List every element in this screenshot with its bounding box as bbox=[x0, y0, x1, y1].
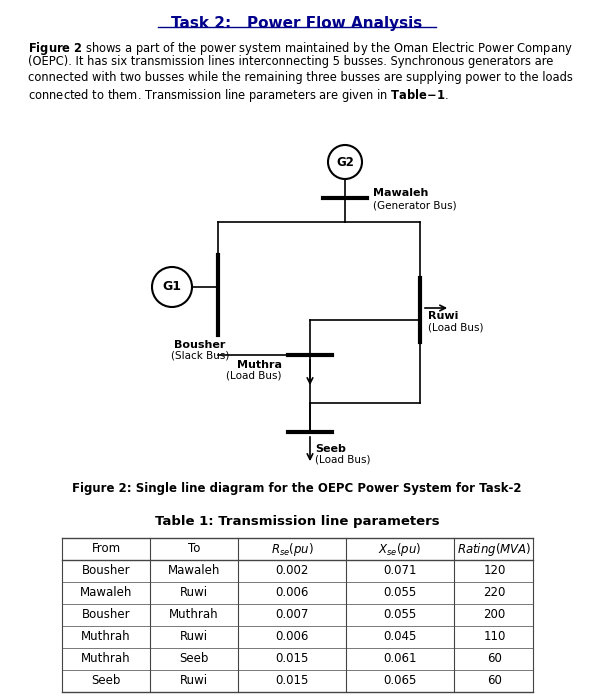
Text: 0.006: 0.006 bbox=[275, 587, 309, 599]
Text: 60: 60 bbox=[487, 675, 502, 687]
Text: 0.071: 0.071 bbox=[383, 564, 416, 578]
Text: Bousher: Bousher bbox=[174, 340, 226, 350]
Text: 0.065: 0.065 bbox=[383, 675, 416, 687]
Text: $Rating(MVA)$: $Rating(MVA)$ bbox=[457, 540, 532, 557]
Text: 0.015: 0.015 bbox=[275, 675, 309, 687]
Text: Seeb: Seeb bbox=[315, 444, 346, 454]
Text: From: From bbox=[92, 542, 121, 556]
Text: (Load Bus): (Load Bus) bbox=[315, 455, 371, 465]
Text: Seeb: Seeb bbox=[91, 675, 121, 687]
Text: $X_{se}(pu)$: $X_{se}(pu)$ bbox=[378, 540, 422, 557]
Text: Bousher: Bousher bbox=[82, 608, 130, 622]
Text: 0.007: 0.007 bbox=[275, 608, 309, 622]
Text: Muthra: Muthra bbox=[237, 360, 282, 370]
Text: Muthrah: Muthrah bbox=[81, 631, 131, 643]
Text: 0.045: 0.045 bbox=[383, 631, 416, 643]
Text: Muthrah: Muthrah bbox=[81, 652, 131, 666]
Text: G1: G1 bbox=[162, 281, 181, 293]
Text: G2: G2 bbox=[336, 155, 354, 169]
Text: (Load Bus): (Load Bus) bbox=[428, 323, 484, 333]
Text: Ruwi: Ruwi bbox=[180, 675, 208, 687]
Text: 0.055: 0.055 bbox=[383, 608, 416, 622]
Text: connected to them. Transmission line parameters are given in $\mathbf{Table\!-\!: connected to them. Transmission line par… bbox=[28, 87, 449, 104]
Text: (OEPC). It has six transmission lines interconnecting 5 busses. Synchronous gene: (OEPC). It has six transmission lines in… bbox=[28, 55, 553, 69]
Text: Muthrah: Muthrah bbox=[169, 608, 219, 622]
Text: Bousher: Bousher bbox=[82, 564, 130, 578]
Text: connected with two busses while the remaining three busses are supplying power t: connected with two busses while the rema… bbox=[28, 71, 573, 84]
Text: 0.002: 0.002 bbox=[275, 564, 309, 578]
Text: Mawaleh: Mawaleh bbox=[168, 564, 220, 578]
Text: Task 2:   Power Flow Analysis: Task 2: Power Flow Analysis bbox=[171, 16, 422, 31]
Text: Table 1: Transmission line parameters: Table 1: Transmission line parameters bbox=[155, 515, 439, 528]
Text: 0.061: 0.061 bbox=[383, 652, 416, 666]
Text: 0.006: 0.006 bbox=[275, 631, 309, 643]
Text: To: To bbox=[188, 542, 200, 556]
Text: Ruwi: Ruwi bbox=[180, 587, 208, 599]
Text: 120: 120 bbox=[483, 564, 506, 578]
Text: 200: 200 bbox=[483, 608, 506, 622]
Text: (Load Bus): (Load Bus) bbox=[227, 371, 282, 381]
Text: 0.015: 0.015 bbox=[275, 652, 309, 666]
Text: $\mathbf{Figure\ 2}$ shows a part of the power system maintained by the Oman Ele: $\mathbf{Figure\ 2}$ shows a part of the… bbox=[28, 40, 573, 57]
Text: 0.055: 0.055 bbox=[383, 587, 416, 599]
Text: Mawaleh: Mawaleh bbox=[373, 188, 428, 198]
Text: (Slack Bus): (Slack Bus) bbox=[171, 351, 229, 361]
Text: 60: 60 bbox=[487, 652, 502, 666]
Text: Figure 2: Single line diagram for the OEPC Power System for Task-2: Figure 2: Single line diagram for the OE… bbox=[72, 482, 522, 495]
Text: Mawaleh: Mawaleh bbox=[80, 587, 132, 599]
Text: (Generator Bus): (Generator Bus) bbox=[373, 200, 456, 210]
Text: Seeb: Seeb bbox=[179, 652, 209, 666]
Text: 220: 220 bbox=[483, 587, 506, 599]
Text: Ruwi: Ruwi bbox=[428, 311, 458, 321]
Text: Ruwi: Ruwi bbox=[180, 631, 208, 643]
Text: $R_{se}(pu)$: $R_{se}(pu)$ bbox=[271, 540, 314, 557]
Text: 110: 110 bbox=[483, 631, 506, 643]
